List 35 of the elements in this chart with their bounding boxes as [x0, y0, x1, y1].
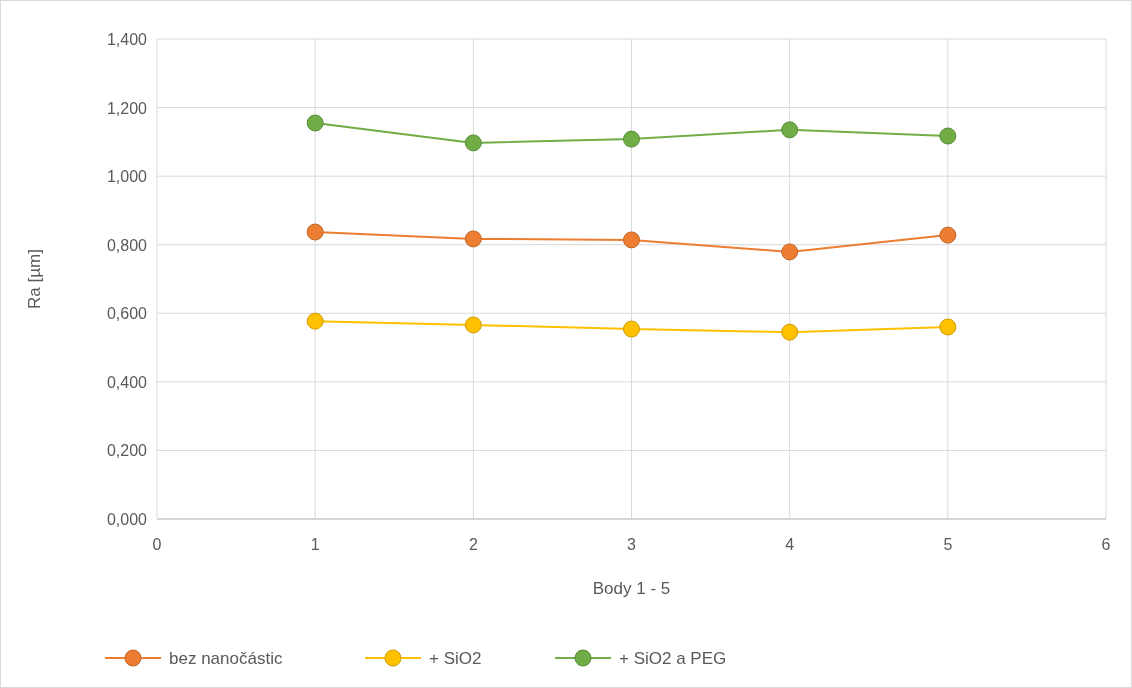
point [939, 127, 957, 145]
legend-label: + SiO2 [429, 649, 482, 668]
point [464, 230, 482, 248]
y-tick-label: 0,400 [106, 373, 148, 391]
x-tick-label: 2 [468, 536, 478, 553]
legend-label: + SiO2 a PEG [619, 649, 727, 668]
x-tick-label: 4 [785, 536, 795, 553]
y-tick-label: 0,800 [106, 236, 148, 254]
y-tick-label: 0,600 [106, 305, 148, 323]
y-tick-label: 0,200 [106, 442, 148, 460]
point [306, 114, 324, 132]
point [939, 226, 957, 244]
x-axis-title: Body 1 - 5 [592, 579, 671, 598]
x-tick-label: 1 [310, 536, 320, 553]
y-axis-title: Ra [µm] [25, 249, 44, 309]
y-tick-label: 0,000 [106, 511, 148, 528]
y-tick-label: 1,400 [106, 31, 148, 48]
x-tick-label: 3 [627, 536, 637, 553]
x-tick-label: 6 [1101, 536, 1111, 553]
point [781, 121, 799, 139]
point [464, 316, 482, 334]
point [781, 323, 799, 341]
point [306, 223, 324, 241]
point [939, 318, 957, 336]
point [623, 130, 640, 148]
point [623, 231, 640, 249]
legend-label: bez nanočástic [169, 649, 283, 668]
y-tick-label: 1,200 [106, 99, 148, 117]
x-tick-label: 5 [943, 536, 953, 553]
point [464, 134, 482, 152]
x-tick-label: 0 [152, 536, 162, 553]
y-tick-label: 1,000 [106, 168, 148, 186]
point [306, 312, 324, 330]
point [623, 320, 640, 338]
point [781, 243, 799, 261]
